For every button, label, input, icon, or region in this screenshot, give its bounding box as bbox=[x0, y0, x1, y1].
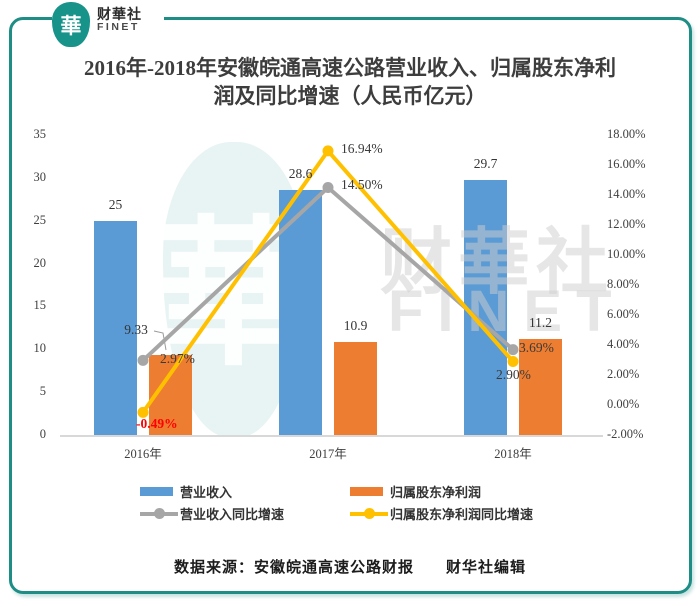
y-axis-right-tick: 4.00% bbox=[607, 337, 640, 351]
y-axis-left-tick: 15 bbox=[33, 298, 47, 313]
line-data-label: 16.94% bbox=[341, 141, 383, 156]
y-axis-left-tick: 5 bbox=[39, 384, 46, 399]
line-data-label: 2.97% bbox=[160, 351, 195, 366]
y-axis-right-tick: 2.00% bbox=[607, 367, 640, 381]
legend-label-net-profit: 归属股东净利润 bbox=[390, 485, 482, 500]
line-data-label: 2.90% bbox=[496, 367, 531, 382]
line-data-label: 3.69% bbox=[519, 340, 554, 355]
y-axis-left-tick: 35 bbox=[33, 127, 47, 141]
y-axis-right-tick: 0.00% bbox=[607, 397, 640, 411]
y-axis-right-tick: 14.00% bbox=[607, 187, 646, 201]
data-source-note: 数据来源：安徽皖通高速公路财报 财华社编辑 bbox=[173, 560, 526, 576]
finet-logo-glyph: 華 bbox=[60, 13, 82, 38]
legend-marker-revenue-growth bbox=[154, 508, 165, 519]
legend-label-revenue-growth: 营业收入同比增速 bbox=[180, 507, 285, 522]
finet-logo-icon: 華 bbox=[52, 2, 90, 47]
chart-title: 2016年-2018年安徽皖通高速公路营业收入、归属股东净利润及同比增速（人民币… bbox=[84, 56, 616, 108]
line-marker-dot bbox=[322, 182, 334, 193]
x-axis-tick: 2017年 bbox=[309, 447, 347, 461]
x-axis-tick: 2018年 bbox=[494, 447, 532, 461]
y-axis-right-tick: 10.00% bbox=[607, 247, 646, 261]
y-axis-right-tick: 12.00% bbox=[607, 217, 646, 231]
bar-data-label: 10.9 bbox=[343, 317, 368, 333]
y-axis-right-tick: 8.00% bbox=[607, 277, 640, 291]
finet-logo: 華 财華社 FINET bbox=[52, 0, 164, 50]
x-axis-line bbox=[60, 435, 603, 437]
watermark-text-cn: 财華社 bbox=[380, 223, 615, 303]
y-axis-right-tick: 6.00% bbox=[607, 307, 640, 321]
line-marker-dot bbox=[137, 354, 149, 366]
bar-net-profit bbox=[334, 341, 377, 435]
line-marker-dot bbox=[137, 406, 149, 418]
legend-swatch-net-profit bbox=[350, 487, 383, 496]
legend-label-net-profit-growth: 归属股东净利润同比增速 bbox=[390, 507, 534, 522]
y-axis-right-tick: 18.00% bbox=[607, 127, 646, 141]
brand-name-en: FINET bbox=[97, 21, 140, 34]
chart-card-frame bbox=[9, 17, 692, 594]
brand-name-cn: 财華社 bbox=[97, 6, 142, 22]
bar-data-label: 9.33 bbox=[124, 322, 148, 337]
bar-data-label: 29.7 bbox=[473, 156, 498, 172]
y-axis-left-tick: 30 bbox=[33, 169, 47, 184]
x-axis-tick: 2016年 bbox=[124, 447, 162, 461]
legend-swatch-revenue bbox=[140, 487, 173, 496]
bar-data-label: 25 bbox=[108, 196, 123, 212]
line-data-label: 14.50% bbox=[341, 177, 383, 192]
watermark-text-en: FINET bbox=[388, 279, 626, 344]
finet-logo-text: 财華社 FINET bbox=[97, 0, 142, 34]
line-marker-dot bbox=[507, 344, 519, 356]
bar-net-profit bbox=[519, 339, 562, 435]
bar-revenue bbox=[94, 220, 137, 435]
y-axis-left-tick: 25 bbox=[33, 212, 47, 227]
bar-data-label: 11.2 bbox=[528, 315, 553, 330]
y-axis-left-tick: 10 bbox=[33, 341, 47, 356]
line-data-label: -0.49% bbox=[136, 416, 178, 431]
bar-revenue bbox=[279, 189, 322, 435]
y-axis-right-tick: -2.00% bbox=[607, 427, 644, 441]
line-marker-dot bbox=[507, 356, 519, 367]
legend-marker-net-profit-growth bbox=[364, 508, 375, 519]
line-marker-dot bbox=[322, 145, 334, 157]
legend-label-revenue: 营业收入 bbox=[180, 485, 233, 500]
y-axis-right-tick: 16.00% bbox=[607, 157, 646, 171]
y-axis-left-tick: 0 bbox=[39, 427, 46, 441]
bar-data-label: 28.6 bbox=[288, 165, 313, 181]
bar-revenue bbox=[464, 180, 507, 435]
y-axis-left-tick: 20 bbox=[33, 255, 47, 270]
label-leader-line bbox=[153, 330, 167, 351]
